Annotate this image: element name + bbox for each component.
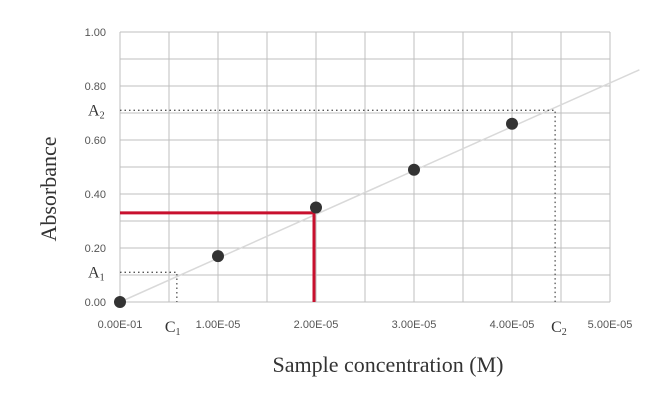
fit-line-layer <box>119 69 640 303</box>
data-point <box>310 201 322 214</box>
data-point <box>114 296 126 308</box>
y-axis-title: Absorbance <box>36 136 61 241</box>
fit-line <box>119 69 640 303</box>
data-point <box>212 250 224 263</box>
guide-lines-layer <box>120 109 556 302</box>
x-tick-label: 3.00E-05 <box>392 319 437 331</box>
guide-line-a2-c2 <box>120 109 556 302</box>
annotation-c2-subscript: 2 <box>562 327 567 338</box>
y-tick-label: 0.00 <box>85 297 106 309</box>
annotation-a1: A1 <box>88 264 105 283</box>
y-tick-label: 1.00 <box>85 27 106 39</box>
annotation-a1-subscript: 1 <box>100 272 105 283</box>
data-point <box>408 163 420 176</box>
x-tick-label: 1.00E-05 <box>196 319 241 331</box>
y-tick-label: 0.20 <box>85 243 106 255</box>
annotation-c1-subscript: 1 <box>176 327 181 338</box>
data-point <box>506 117 518 130</box>
guide-line-a1-c1 <box>120 271 178 302</box>
x-tick-label: 5.00E-05 <box>588 319 633 331</box>
y-tick-labels: 0.00 0.20 0.40 0.60 0.80 1.00 <box>85 27 106 309</box>
annotation-a2: A2 <box>88 102 105 121</box>
x-axis-title: Sample concentration (M) <box>273 352 504 377</box>
annotation-c2-main: C <box>551 319 562 336</box>
annotation-a1-main: A <box>88 264 100 281</box>
annotation-c2: C2 <box>551 319 567 338</box>
annotation-a2-main: A <box>88 102 100 119</box>
annotation-c1: C1 <box>165 319 181 338</box>
y-tick-label: 0.80 <box>85 81 106 93</box>
x-tick-labels: 0.00E-01 1.00E-05 2.00E-05 3.00E-05 4.00E-05… <box>98 319 633 331</box>
data-points <box>114 117 518 308</box>
grid <box>119 31 611 303</box>
y-tick-label: 0.60 <box>85 135 106 147</box>
x-tick-label: 4.00E-05 <box>490 319 535 331</box>
x-tick-label: 0.00E-01 <box>98 319 143 331</box>
y-tick-label: 0.40 <box>85 189 106 201</box>
annotation-c1-main: C <box>165 319 176 336</box>
x-tick-label: 2.00E-05 <box>294 319 339 331</box>
annotation-a2-subscript: 2 <box>100 110 105 121</box>
